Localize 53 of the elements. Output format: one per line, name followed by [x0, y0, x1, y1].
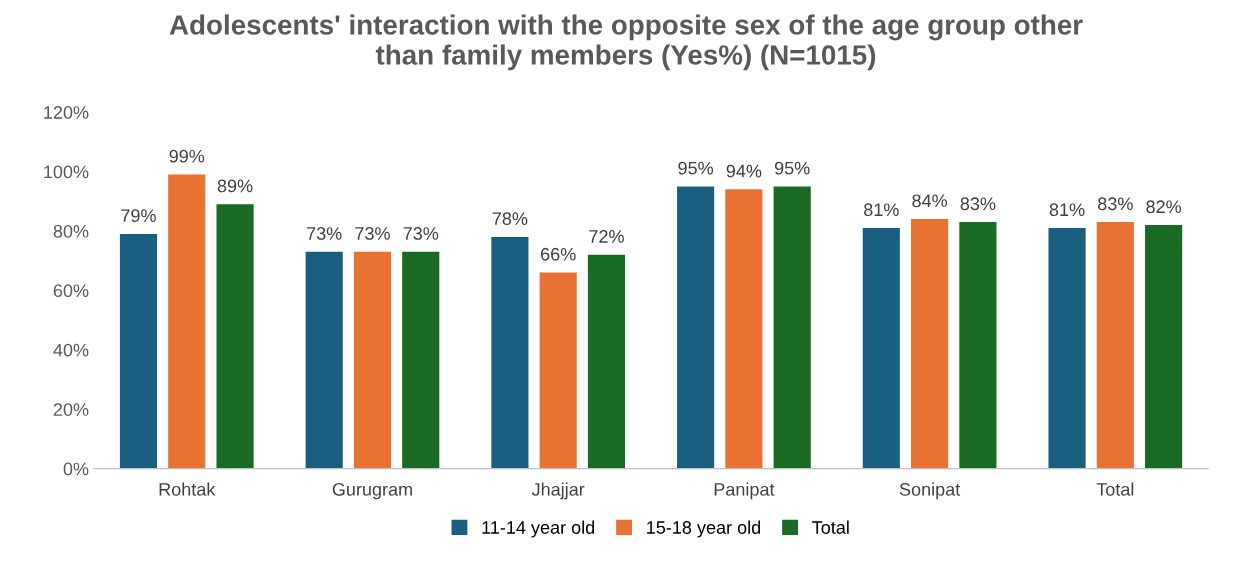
- y-tick-label: 60%: [53, 284, 89, 298]
- data-label: 79%: [121, 209, 156, 223]
- bar: [862, 227, 900, 469]
- data-label: 83%: [1098, 197, 1133, 211]
- bar: [773, 186, 811, 469]
- data-label: 78%: [492, 212, 528, 225]
- x-tick-label: Sonipat: [899, 482, 961, 500]
- bar: [539, 272, 577, 469]
- data-label: 83%: [960, 197, 996, 211]
- legend-label: 11-14 year old: [482, 520, 595, 538]
- data-label: 73%: [355, 227, 390, 240]
- x-tick-label: Panipat: [714, 482, 775, 500]
- chart-title: Adolescents' interaction with the opposite sex of the age group other than family members (Yes%) (N=1015): [169, 14, 1083, 71]
- bar: [1048, 227, 1086, 469]
- y-tick-label: 20%: [53, 403, 89, 416]
- bar: [911, 219, 949, 469]
- y-tick-label: 100%: [44, 165, 89, 179]
- x-tick-label: Rohtak: [159, 482, 216, 496]
- data-label: 82%: [1146, 200, 1182, 214]
- bar: [587, 254, 626, 469]
- data-label: 89%: [217, 179, 253, 193]
- bar: [1096, 222, 1134, 469]
- bar: [402, 251, 440, 469]
- bar: [216, 204, 254, 469]
- bar: [353, 251, 392, 469]
- data-label: 95%: [678, 161, 714, 175]
- data-label: 81%: [1049, 203, 1085, 217]
- bar: [119, 233, 158, 469]
- data-label: 81%: [864, 203, 899, 217]
- data-label: 84%: [912, 194, 948, 208]
- legend-label: Total: [812, 520, 849, 534]
- bar: [677, 186, 715, 469]
- bar: [725, 189, 763, 469]
- data-label: 72%: [589, 230, 624, 243]
- x-tick-label: Gurugram: [332, 482, 412, 500]
- data-label: 66%: [541, 247, 576, 261]
- bar: [1145, 225, 1183, 469]
- y-tick-label: 80%: [53, 224, 89, 238]
- bar: [959, 222, 997, 469]
- bar: [491, 236, 529, 469]
- data-label: 94%: [726, 164, 762, 178]
- y-tick-label: 40%: [53, 343, 89, 357]
- x-tick-label: Total: [1096, 482, 1134, 496]
- data-label: 99%: [169, 149, 205, 163]
- y-tick-label: 0%: [63, 462, 89, 476]
- bar: [168, 174, 206, 469]
- y-tick-label: 120%: [44, 106, 89, 119]
- legend-label: 15-18 year old: [647, 520, 761, 538]
- bar: [305, 251, 343, 469]
- data-label: 73%: [307, 227, 342, 240]
- x-tick-label: Jhajjar: [531, 482, 585, 500]
- data-label: 73%: [403, 227, 439, 240]
- data-label: 95%: [774, 161, 810, 175]
